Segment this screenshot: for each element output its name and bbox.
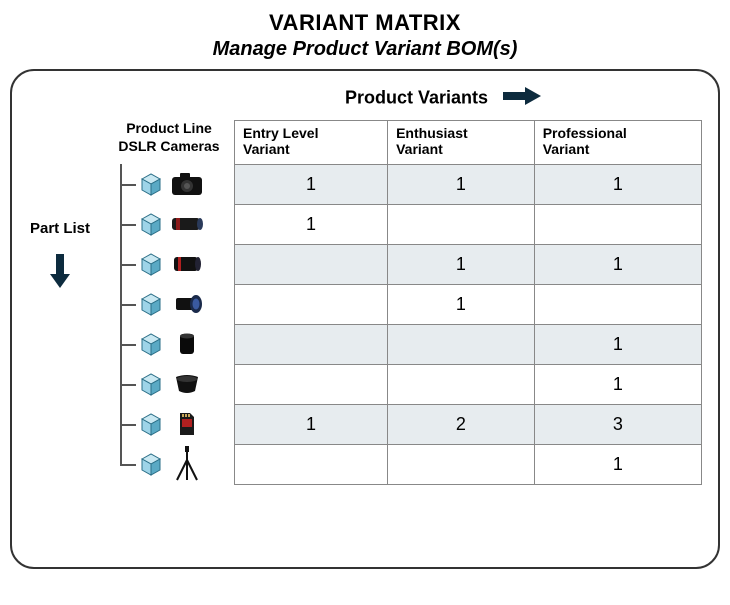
matrix-cell <box>534 205 701 245</box>
tree-row <box>114 404 234 444</box>
page-title: VARIANT MATRIX <box>10 10 720 36</box>
part-tree <box>114 164 234 484</box>
hood-icon <box>170 370 204 398</box>
matrix-cell: 1 <box>388 285 535 325</box>
matrix-cell <box>388 445 535 485</box>
part-list-label: Part List <box>20 220 100 237</box>
product-line-l2: DSLR Cameras <box>118 138 219 154</box>
matrix-cell: 1 <box>534 325 701 365</box>
product-line-heading: Product Line DSLR Cameras <box>104 120 234 164</box>
table-header-row: Entry LevelVariantEnthusiastVariantProfe… <box>235 121 702 165</box>
lens-small-icon <box>170 330 204 358</box>
arrow-down-icon <box>50 254 70 293</box>
cube-icon <box>138 251 164 277</box>
col-l2: Variant <box>396 141 443 157</box>
table-row: 1 <box>235 325 702 365</box>
matrix-cell <box>534 285 701 325</box>
lens-wide-icon <box>170 290 204 318</box>
variants-header: Product Variants <box>24 87 702 110</box>
col-l1: Professional <box>543 125 627 141</box>
matrix-cell: 1 <box>235 165 388 205</box>
matrix-cell: 1 <box>534 245 701 285</box>
matrix-cell <box>388 205 535 245</box>
sdcard-icon <box>170 410 204 438</box>
matrix-cell: 1 <box>534 165 701 205</box>
table-row: 1 <box>235 445 702 485</box>
col-l1: Enthusiast <box>396 125 468 141</box>
table-row: 11 <box>235 245 702 285</box>
column-header: ProfessionalVariant <box>534 121 701 165</box>
cube-icon <box>138 171 164 197</box>
page-subtitle: Manage Product Variant BOM(s) <box>10 38 720 61</box>
tree-row <box>114 284 234 324</box>
column-header: Entry LevelVariant <box>235 121 388 165</box>
cube-icon <box>138 331 164 357</box>
col-l2: Variant <box>543 141 590 157</box>
tripod-icon <box>170 450 204 478</box>
matrix-cell <box>388 325 535 365</box>
matrix-cell: 1 <box>534 365 701 405</box>
matrix-cell: 2 <box>388 405 535 445</box>
matrix-cell: 1 <box>235 405 388 445</box>
variants-header-text: Product Variants <box>345 87 488 107</box>
matrix-cell: 3 <box>534 405 701 445</box>
cube-icon <box>138 211 164 237</box>
tree-row <box>114 364 234 404</box>
arrow-right-icon <box>503 87 541 110</box>
col-l1: Entry Level <box>243 125 318 141</box>
tree-row <box>114 324 234 364</box>
tree-row <box>114 244 234 284</box>
cube-icon <box>138 451 164 477</box>
cube-icon <box>138 291 164 317</box>
matrix-panel: Product Variants Product Line DSLR Camer… <box>10 69 720 569</box>
tree-row <box>114 444 234 484</box>
table-row: 1 <box>235 205 702 245</box>
matrix-cell: 1 <box>388 165 535 205</box>
matrix-cell <box>388 365 535 405</box>
column-header: EnthusiastVariant <box>388 121 535 165</box>
table-row: 123 <box>235 405 702 445</box>
matrix-cell: 1 <box>235 205 388 245</box>
lens-long-icon <box>170 210 204 238</box>
table-row: 1 <box>235 285 702 325</box>
matrix-cell: 1 <box>534 445 701 485</box>
cube-icon <box>138 411 164 437</box>
matrix-cell <box>235 365 388 405</box>
matrix-cell <box>235 285 388 325</box>
matrix-cell <box>235 245 388 285</box>
lens-red-icon <box>170 250 204 278</box>
variant-matrix-table: Entry LevelVariantEnthusiastVariantProfe… <box>234 120 702 485</box>
left-column: Product Line DSLR Cameras Part List <box>24 120 234 485</box>
table-row: 1 <box>235 365 702 405</box>
matrix-cell: 1 <box>388 245 535 285</box>
matrix-cell <box>235 325 388 365</box>
tree-row <box>114 164 234 204</box>
camera-icon <box>170 170 204 198</box>
cube-icon <box>138 371 164 397</box>
product-line-l1: Product Line <box>126 120 212 136</box>
matrix-cell <box>235 445 388 485</box>
tree-row <box>114 204 234 244</box>
table-row: 111 <box>235 165 702 205</box>
col-l2: Variant <box>243 141 290 157</box>
